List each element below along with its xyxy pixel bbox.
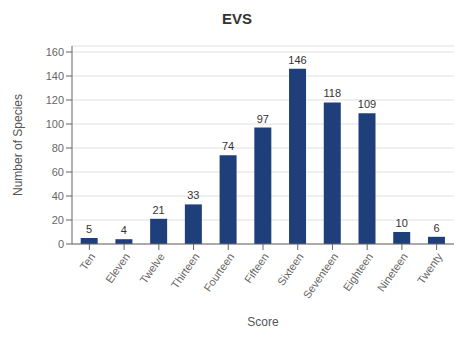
svg-text:160: 160 [46, 46, 64, 58]
svg-text:Fifteen: Fifteen [242, 251, 271, 285]
svg-text:Fourteen: Fourteen [201, 251, 236, 294]
svg-text:Eleven: Eleven [103, 251, 132, 285]
svg-text:120: 120 [46, 94, 64, 106]
html-text:EVS: EVS [222, 10, 252, 27]
svg-text:97: 97 [257, 113, 269, 125]
svg-text:6: 6 [433, 222, 439, 234]
svg-text:0: 0 [58, 238, 64, 250]
svg-text:Eighteen: Eighteen [340, 251, 375, 293]
svg-text:Thirteen: Thirteen [169, 251, 202, 291]
svg-text:100: 100 [46, 118, 64, 130]
svg-text:80: 80 [52, 142, 64, 154]
svg-text:118: 118 [323, 87, 341, 99]
svg-text:21: 21 [153, 204, 165, 216]
svg-text:10: 10 [396, 217, 408, 229]
svg-text:Ten: Ten [77, 251, 97, 272]
svg-text:Score: Score [247, 315, 279, 329]
svg-text:5: 5 [86, 223, 92, 235]
svg-text:Twenty: Twenty [415, 250, 445, 286]
svg-text:60: 60 [52, 166, 64, 178]
svg-text:146: 146 [288, 54, 306, 66]
svg-text:109: 109 [358, 98, 376, 110]
svg-text:33: 33 [187, 189, 199, 201]
svg-text:20: 20 [52, 214, 64, 226]
svg-text:Nineteen: Nineteen [375, 251, 410, 294]
svg-text:Twelve: Twelve [137, 251, 166, 286]
svg-text:Seventeen: Seventeen [300, 251, 340, 301]
svg-text:140: 140 [46, 70, 64, 82]
svg-text:74: 74 [222, 140, 234, 152]
svg-text:Number of Species: Number of Species [11, 94, 25, 196]
svg-text:Sixteen: Sixteen [275, 251, 306, 288]
svg-text:4: 4 [121, 224, 127, 236]
svg-text:40: 40 [52, 190, 64, 202]
